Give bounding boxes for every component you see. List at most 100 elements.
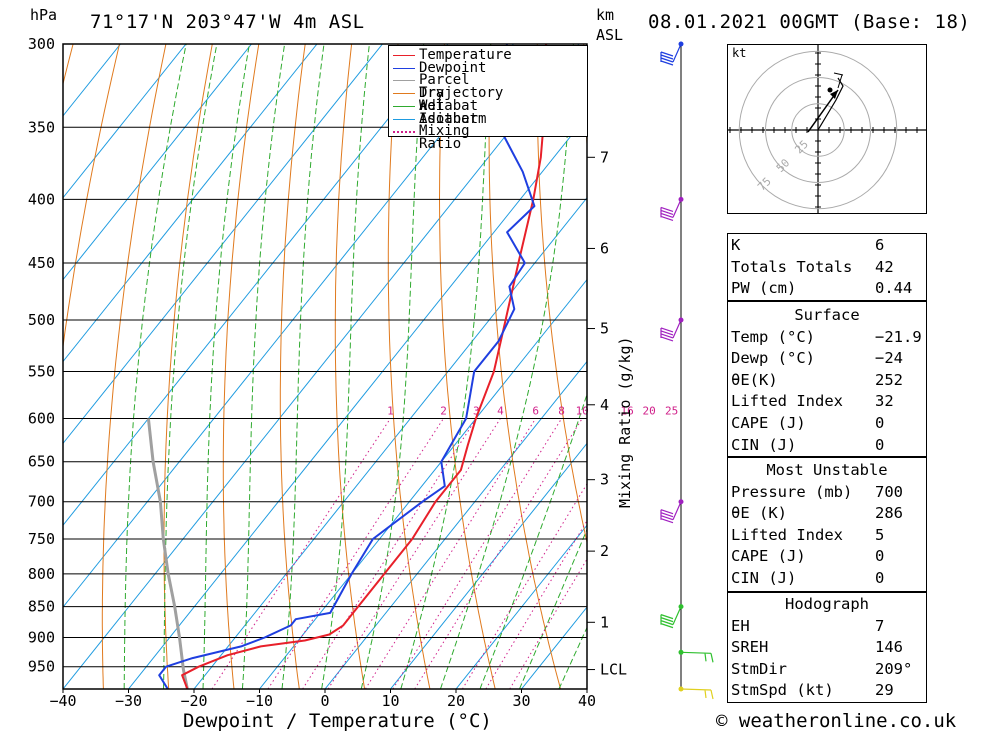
km-unit-label: km [596, 6, 615, 24]
isotherm-line [128, 115, 587, 689]
legend-label: Wet Adiabat [419, 97, 479, 127]
wind-barb [660, 499, 684, 524]
mixing-ratio-tick-label: 8 [558, 405, 565, 418]
surface-row-theta: θE(K) 252 [727, 370, 927, 392]
hs-row-stmspd: StmSpd (kt) 29 [727, 680, 927, 702]
mu-row-theta: θE (K) 286 [727, 503, 927, 525]
mixing-ratio-tick-label: 1 [387, 405, 394, 418]
wet-adiabat-line [519, 528, 587, 689]
surface-value: 0 [875, 435, 885, 454]
indices-table: K 6 Totals Totals 42 PW (cm) 0.44 [727, 235, 927, 300]
km-tick-label: 7 [600, 148, 609, 166]
index-value: 42 [875, 257, 894, 276]
mixing-ratio-line [364, 418, 537, 689]
dry-adiabat-line [334, 44, 366, 689]
legend-label: Mixing Ratio [419, 123, 470, 153]
surface-table: Surface Temp (°C) −21.9 Dewp (°C) −24 θE… [727, 305, 927, 456]
legend-swatch [393, 105, 415, 107]
temperature-tick-label: −40 [49, 692, 76, 710]
surface-row-cin: CIN (J) 0 [727, 435, 927, 457]
index-label: PW (cm) [731, 279, 797, 298]
mu-row-cape: CAPE (J) 0 [727, 546, 927, 568]
temperature-tick-label: −30 [115, 692, 142, 710]
wind-barb [678, 686, 714, 700]
surface-label: Dewp (°C) [731, 349, 815, 368]
isotherm-line [193, 196, 587, 689]
mixing-ratio-tick-label: 25 [665, 405, 678, 418]
hodograph-unit: kt [732, 46, 746, 60]
mixing-ratio-line [211, 418, 391, 689]
hodograph-ring [738, 50, 898, 210]
temperature-tick-label: 40 [578, 692, 596, 710]
hs-label: EH [731, 616, 750, 635]
isotherm-line [63, 44, 383, 445]
mixing-ratio-line [509, 558, 587, 689]
hs-label: SREH [731, 638, 769, 657]
mu-row-pressure: Pressure (mb) 700 [727, 482, 927, 504]
x-axis-label: Dewpoint / Temperature (°C) [183, 710, 492, 732]
pressure-tick-label: 300 [28, 35, 55, 53]
legend-swatch [393, 131, 415, 134]
pressure-tick-label: 750 [28, 530, 55, 548]
temperature-tick-label: −10 [246, 692, 273, 710]
index-label: K [731, 236, 741, 254]
isotherm-line [259, 278, 587, 689]
surface-row-temp: Temp (°C) −21.9 [727, 327, 927, 349]
surface-value: −24 [875, 349, 903, 368]
mixing-ratio-line [414, 418, 583, 689]
surface-value: 0 [875, 413, 885, 432]
surface-label: θE(K) [731, 370, 778, 389]
wet-adiabat-line [241, 44, 286, 689]
most-unstable-box [727, 457, 927, 592]
legend-swatch [393, 67, 415, 69]
legend-swatch [393, 55, 415, 56]
pressure-tick-label: 600 [28, 409, 55, 427]
legend-label: Dewpoint [419, 59, 487, 76]
surface-label: Temp (°C) [731, 327, 815, 346]
wet-adiabat-line [281, 44, 325, 689]
wet-adiabat-line [163, 44, 218, 689]
hodograph-stats-box [727, 592, 927, 703]
dewpoint-profile-line [158, 44, 536, 689]
km-tick-label: LCL [600, 661, 627, 679]
index-label: Totals Totals [731, 257, 853, 276]
mu-value: 0 [875, 547, 885, 566]
mixing-ratio-line [392, 418, 563, 689]
km-tick-label: 3 [600, 471, 609, 489]
surface-label: CAPE (J) [731, 413, 806, 432]
surface-row-lifted: Lifted Index 32 [727, 391, 927, 413]
temperature-tick-label: 0 [320, 692, 329, 710]
wet-adiabat-line [123, 44, 187, 689]
dry-adiabat-line [101, 44, 167, 689]
copyright-link[interactable]: © weatheronline.co.uk [716, 710, 957, 732]
temperature-tick-label: −20 [180, 692, 207, 710]
mixing-ratio-line [302, 418, 477, 689]
hodograph-trace [817, 77, 844, 131]
hs-label: StmDir [731, 659, 787, 678]
km-tick-label: 5 [600, 320, 609, 338]
asl-unit-label: ASL [596, 26, 624, 44]
km-tick-label: 4 [600, 396, 609, 414]
hodograph-ring [765, 77, 871, 183]
pressure-tick-label: 350 [28, 118, 55, 136]
dry-adiabat-line [222, 44, 260, 689]
temperature-profile-line [181, 44, 548, 689]
dry-adiabat-line [955, 44, 1000, 689]
index-row-k: K 6 [727, 235, 927, 257]
mixing-ratio-tick-label: 4 [497, 405, 504, 418]
most-unstable-table: Most Unstable Pressure (mb) 700 θE (K) 2… [727, 460, 927, 590]
hs-value: 146 [875, 638, 903, 657]
isotherm-line [63, 44, 318, 363]
isotherm-line [63, 44, 514, 608]
hs-value: 29 [875, 681, 894, 700]
wind-barb [660, 196, 684, 221]
legend-swatch [393, 80, 415, 82]
surface-value: 252 [875, 370, 903, 389]
hs-row-sreh: SREH 146 [727, 637, 927, 659]
mu-value: 0 [875, 568, 885, 587]
mixing-ratio-tick-label: 3 [473, 405, 480, 418]
mixing-ratio-axis-label: Mixing Ratio (g/kg) [616, 336, 634, 508]
pressure-tick-label: 400 [28, 190, 55, 208]
pressure-tick-label: 550 [28, 362, 55, 380]
